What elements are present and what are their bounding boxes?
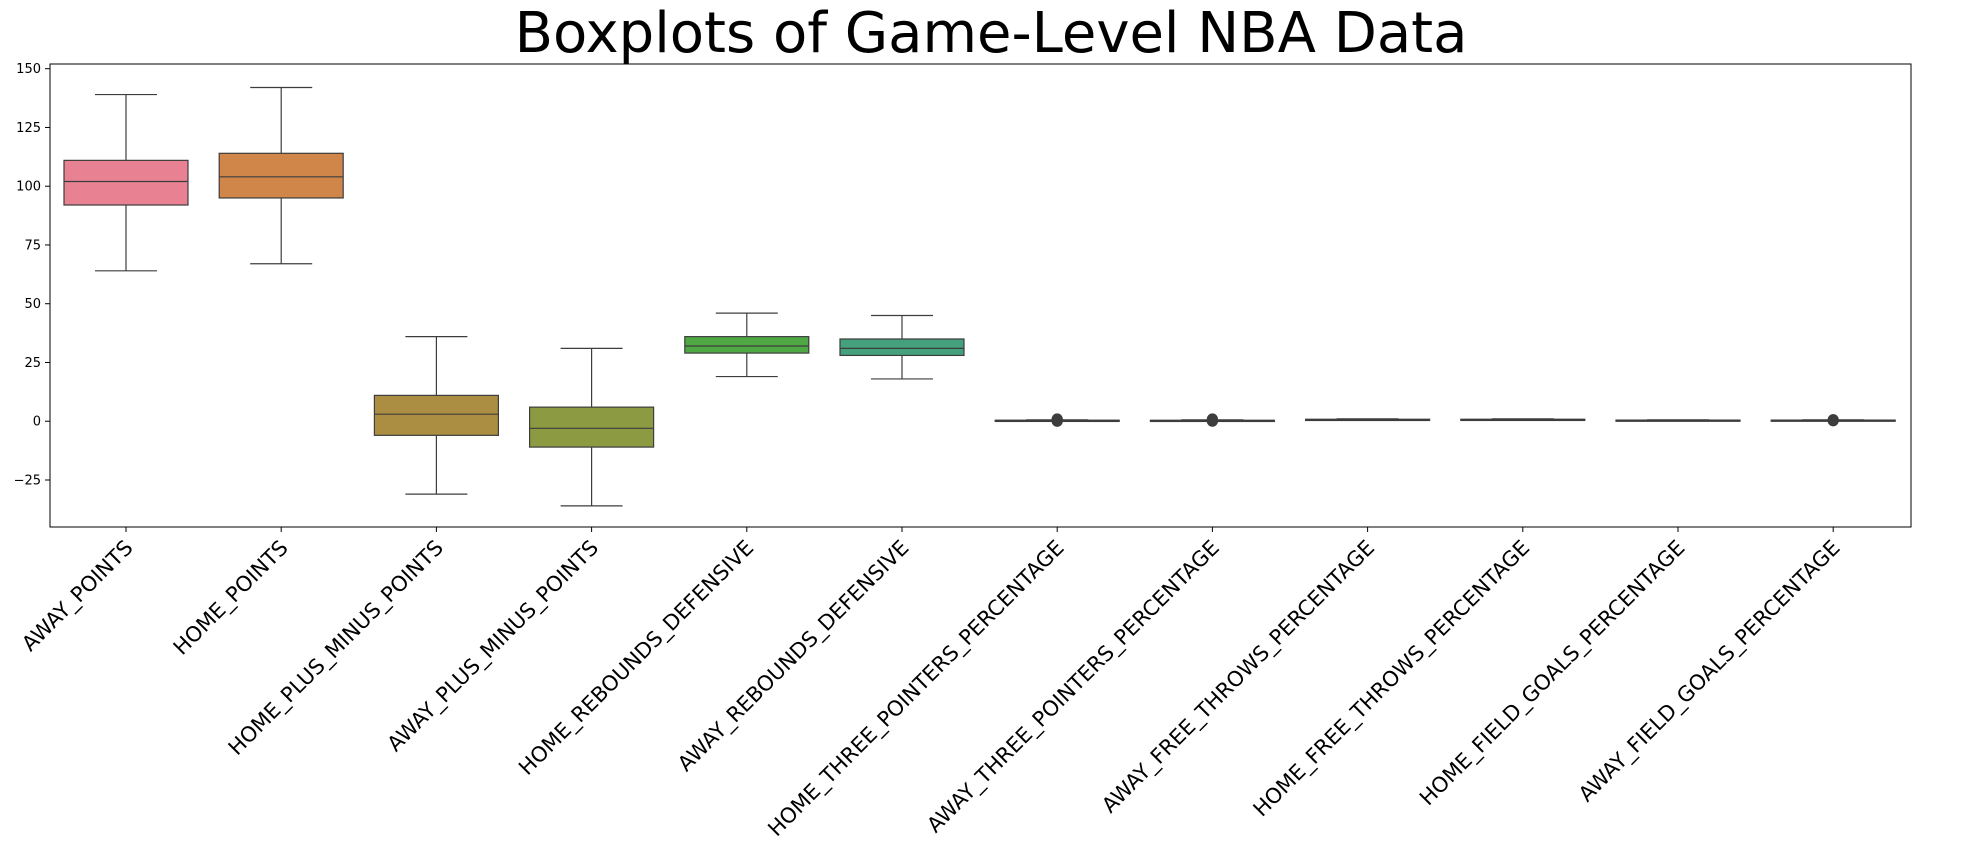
box-away-free-throws-percentage: [1304, 418, 1431, 422]
y-tick-label: 100: [16, 180, 41, 195]
x-tick-label: AWAY_FREE_THROWS_PERCENTAGE: [1097, 536, 1380, 819]
y-tick-label: 150: [16, 62, 41, 77]
box-home-plus-minus-points: [373, 336, 499, 495]
y-tick-label: 0: [33, 415, 41, 430]
box-home-points: [218, 86, 344, 265]
box-iqr: [839, 338, 965, 357]
x-tick-label: HOME_FIELD_GOALS_PERCENTAGE: [1415, 536, 1690, 811]
outlier-point: [1051, 413, 1063, 425]
box-iqr: [63, 159, 189, 206]
x-tick-label: AWAY_POINTS: [17, 536, 138, 657]
outlier-point: [1827, 414, 1839, 426]
x-axis: AWAY_POINTS HOME_POINTSHOME_PLUS_MINUS_PO…: [17, 527, 1845, 842]
x-tick-label: HOME_THREE_POINTERS_PERCENTAGE: [763, 536, 1069, 842]
y-axis: −25 0 25 50 75 100 125 150: [14, 62, 50, 488]
box-away-points: [63, 93, 189, 272]
box-iqr: [528, 406, 655, 448]
box-away-three-pointers-percentage: [1149, 413, 1276, 427]
plot-area-frame: [49, 63, 1912, 528]
box-series: [63, 86, 1896, 507]
y-tick-label: −25: [14, 473, 41, 488]
box-home-rebounds-defensive: [684, 312, 810, 378]
outlier-point: [1206, 413, 1218, 425]
box-home-three-pointers-percentage: [994, 413, 1120, 427]
y-tick-label: 25: [24, 356, 41, 371]
box-iqr: [684, 336, 810, 354]
box-home-free-throws-percentage: [1460, 418, 1586, 422]
y-tick-label: 75: [24, 238, 41, 253]
y-tick-label: 125: [16, 121, 41, 136]
y-tick-label: 50: [24, 297, 41, 312]
box-iqr: [218, 152, 344, 199]
chart-title: Boxplots of Game-Level NBA Data: [514, 1, 1468, 66]
x-tick-label: HOME_POINTS: [169, 536, 294, 661]
box-home-field-goals-percentage: [1615, 419, 1741, 422]
box-away-rebounds-defensive: [839, 314, 965, 380]
x-tick-label: HOME_FREE_THROWS_PERCENTAGE: [1249, 536, 1535, 822]
box-away-field-goals-percentage: [1770, 414, 1896, 427]
box-iqr: [373, 394, 499, 436]
box-away-plus-minus-points: [528, 347, 655, 507]
x-tick-label: AWAY_FIELD_GOALS_PERCENTAGE: [1574, 536, 1846, 808]
x-tick-label: AWAY_THREE_POINTERS_PERCENTAGE: [922, 536, 1224, 838]
